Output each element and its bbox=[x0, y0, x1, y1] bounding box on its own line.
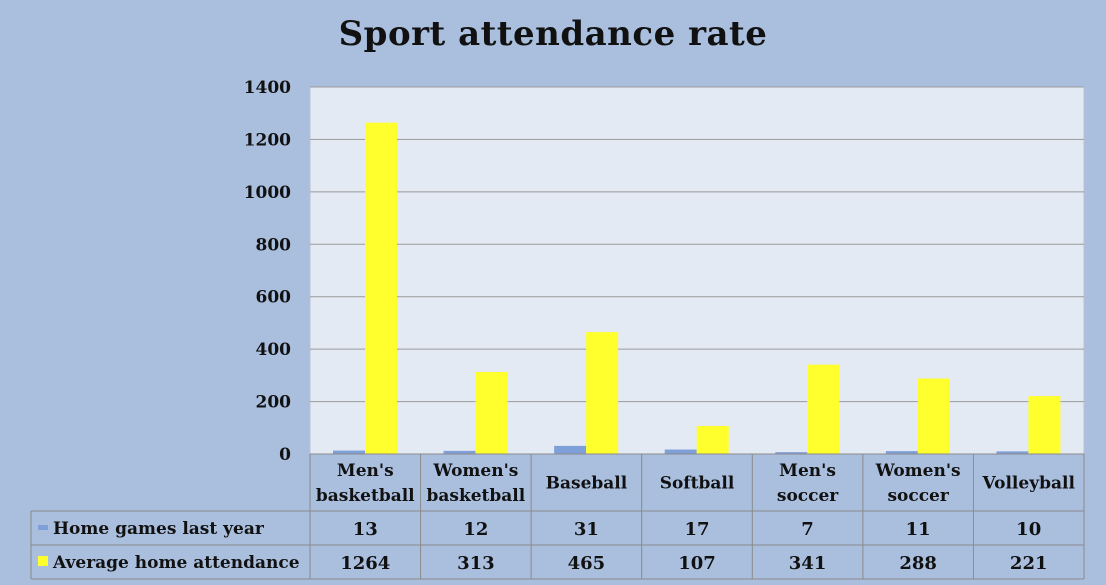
bar-home-games bbox=[554, 445, 587, 454]
table-cell-value: 221 bbox=[1010, 553, 1048, 574]
table-cell-value: 107 bbox=[678, 553, 716, 574]
bar-average-attendance bbox=[1028, 396, 1061, 454]
y-tick-label: 1200 bbox=[244, 130, 291, 150]
table-cell-value: 341 bbox=[789, 553, 827, 574]
y-tick-label: 1000 bbox=[244, 183, 291, 203]
bar-average-attendance bbox=[696, 425, 729, 454]
table-cell-value: 10 bbox=[1016, 519, 1041, 540]
x-category-label: Volleyball bbox=[982, 474, 1076, 494]
table-cell-value: 31 bbox=[574, 519, 599, 540]
table-cell-value: 313 bbox=[457, 553, 495, 574]
bar-home-games bbox=[333, 450, 365, 454]
x-category-label: soccer bbox=[887, 486, 949, 506]
x-category-label: Baseball bbox=[546, 474, 628, 494]
y-tick-label: 200 bbox=[256, 393, 292, 413]
table-cell-value: 288 bbox=[899, 553, 937, 574]
plot-background bbox=[309, 86, 1085, 455]
x-category-label: Women's bbox=[432, 461, 518, 481]
bar-home-games bbox=[996, 451, 1029, 454]
x-category-label: Men's bbox=[779, 461, 836, 481]
y-tick-label: 0 bbox=[279, 445, 291, 465]
x-category-label: soccer bbox=[777, 486, 839, 506]
y-tick-label: 400 bbox=[256, 340, 292, 360]
table-cell-value: 17 bbox=[684, 519, 709, 540]
table-cell-value: 1264 bbox=[340, 553, 390, 574]
table-cell-value: 11 bbox=[906, 519, 931, 540]
bar-average-attendance bbox=[365, 122, 397, 454]
x-category-label: basketball bbox=[426, 486, 525, 506]
legend-key-home-games bbox=[38, 525, 48, 530]
x-category-label: Women's bbox=[875, 461, 961, 481]
bar-home-games bbox=[664, 449, 697, 454]
bar-average-attendance bbox=[917, 378, 950, 454]
bar-average-attendance bbox=[475, 371, 508, 454]
table-cell-value: 465 bbox=[568, 553, 606, 574]
bar-average-attendance bbox=[586, 332, 619, 454]
table-cell-value: 12 bbox=[463, 519, 488, 540]
legend-key-average-attendance bbox=[38, 556, 48, 566]
y-tick-label: 1400 bbox=[244, 78, 291, 98]
table-cell-value: 13 bbox=[353, 519, 378, 540]
y-tick-label: 600 bbox=[256, 288, 292, 308]
chart-title: Sport attendance rate bbox=[338, 14, 768, 54]
bar-average-attendance bbox=[807, 364, 840, 454]
bar-home-games bbox=[443, 450, 476, 454]
bar-home-games bbox=[885, 451, 918, 454]
x-category-label: Softball bbox=[660, 474, 735, 494]
table-cell-value: 7 bbox=[801, 519, 814, 540]
bar-home-games bbox=[775, 452, 808, 454]
x-category-label: Men's bbox=[337, 461, 394, 481]
legend-label: Home games last year bbox=[53, 519, 265, 539]
y-tick-label: 800 bbox=[256, 235, 292, 255]
legend-label: Average home attendance bbox=[52, 553, 300, 573]
x-category-label: basketball bbox=[316, 486, 415, 506]
plot-area: 0 200 400 600 800 1000 1200 1400 Men's basketball… bbox=[30, 78, 1085, 580]
